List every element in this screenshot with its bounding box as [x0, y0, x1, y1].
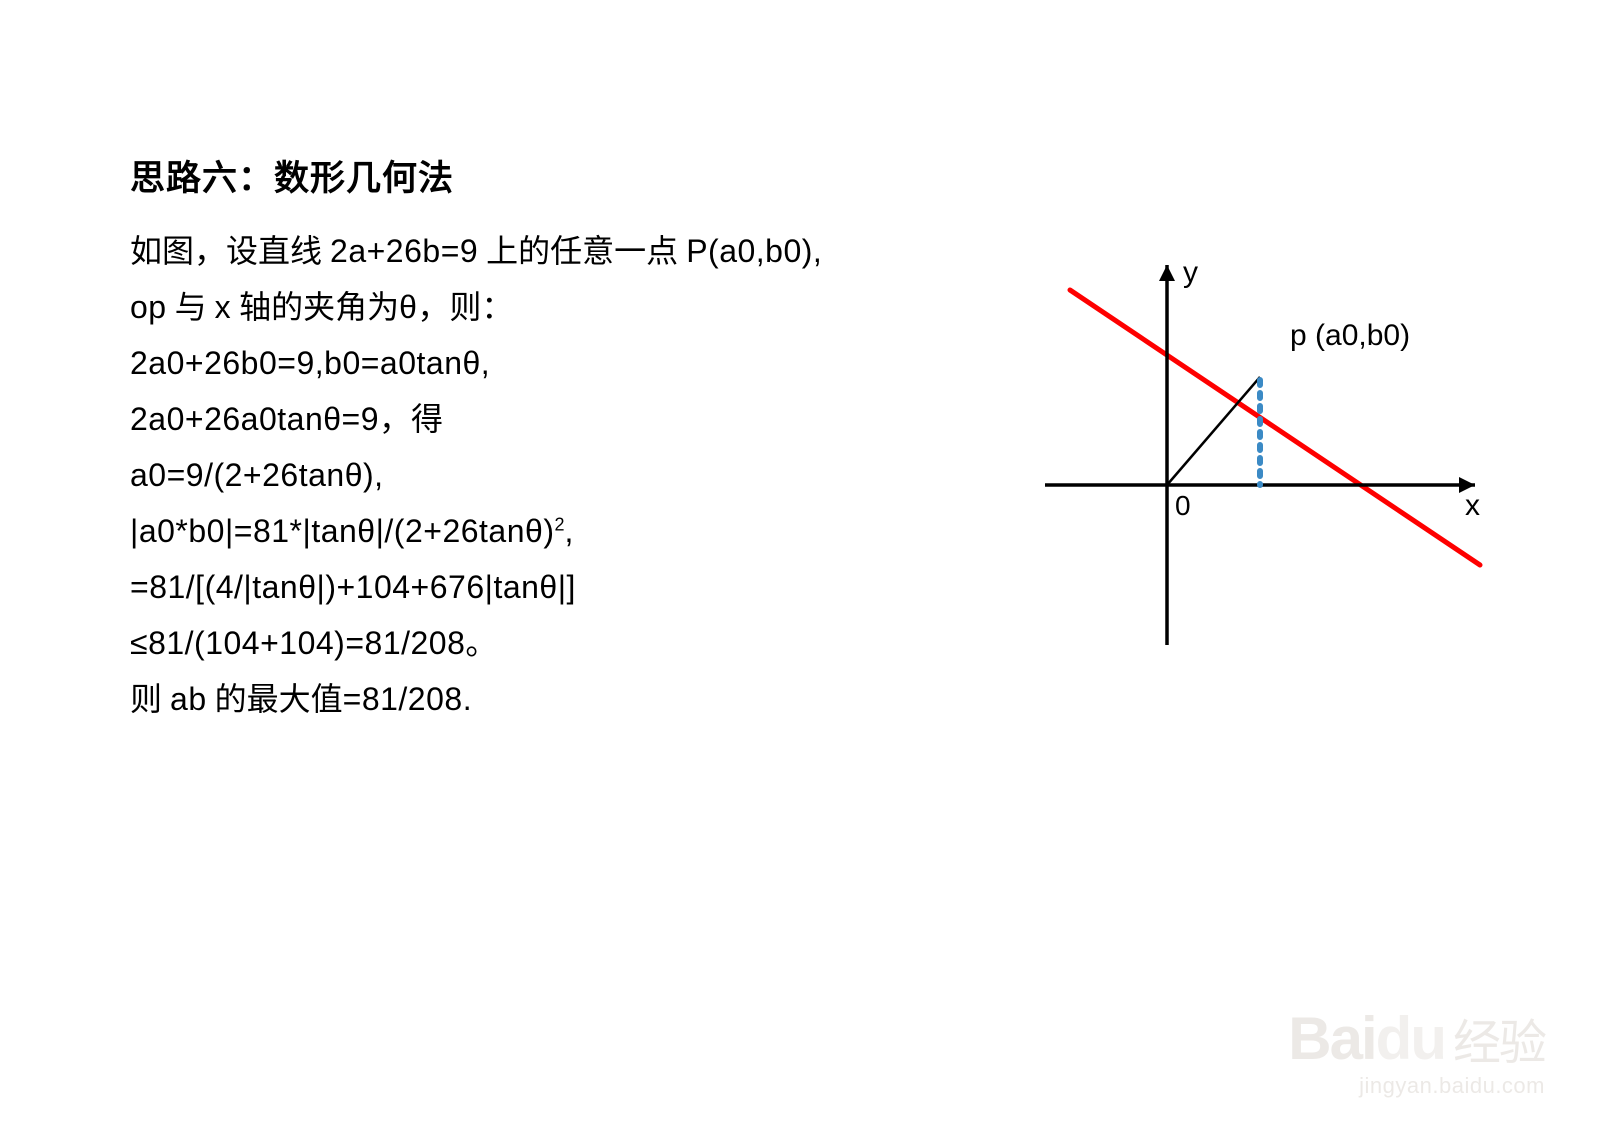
svg-text:0: 0	[1175, 490, 1191, 521]
watermark-url: jingyan.baidu.com	[1288, 1073, 1545, 1099]
svg-text:p (a0,b0): p (a0,b0)	[1290, 319, 1410, 352]
watermark-logo-suffix: du	[1376, 1005, 1445, 1072]
text-line-9: 则 ab 的最大值=81/208.	[130, 671, 1470, 727]
geometry-diagram: y x 0 p (a0,b0)	[1035, 245, 1485, 665]
method-title: 思路六：数形几何法	[130, 150, 1470, 201]
svg-text:x: x	[1465, 489, 1480, 522]
svg-text:y: y	[1183, 256, 1198, 289]
watermark-logo-prefix: Bai	[1288, 1005, 1375, 1072]
watermark-logo-text: 经验	[1453, 1017, 1545, 1070]
watermark: Baidu经验 jingyan.baidu.com	[1288, 1009, 1545, 1099]
